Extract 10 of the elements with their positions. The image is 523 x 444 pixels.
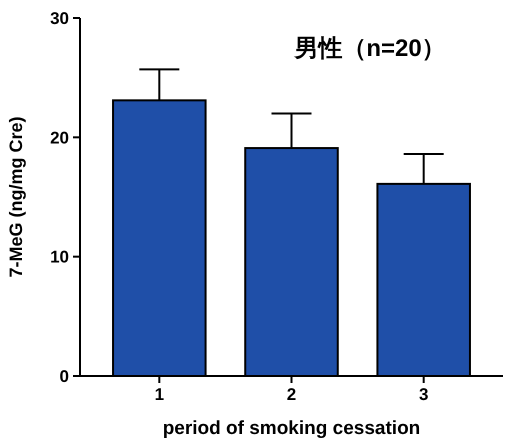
y-tick-label: 10	[50, 248, 69, 267]
x-tick-label: 1	[154, 385, 164, 404]
x-tick-label: 3	[418, 385, 428, 404]
y-tick-label: 0	[60, 366, 69, 386]
x-tick-label: 2	[286, 385, 296, 404]
y-tick-label: 30	[50, 8, 69, 28]
y-tick-label: 20	[50, 128, 69, 148]
x-axis-title: period of smoking cessation	[162, 418, 420, 439]
text: 男性（n=20）	[293, 35, 446, 62]
y-axis-title: 7-MeG (ng/mg Cre)	[6, 116, 26, 278]
